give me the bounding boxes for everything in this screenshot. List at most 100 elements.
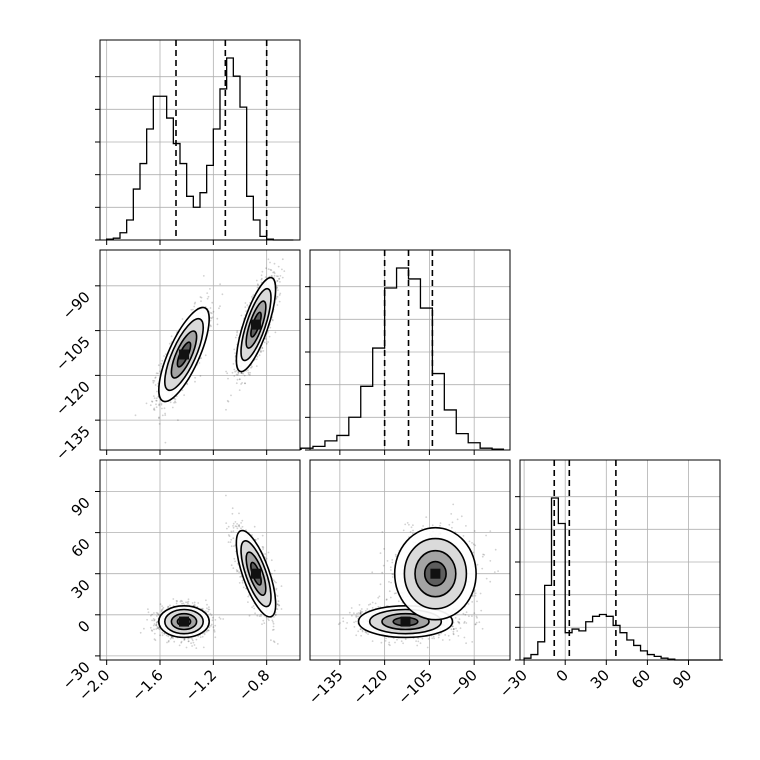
scatter-point [237, 371, 240, 374]
scatter-point [240, 372, 243, 375]
scatter-point [211, 616, 214, 619]
scatter-point [233, 368, 236, 371]
scatter-point [236, 334, 238, 336]
scatter-point [254, 612, 256, 615]
scatter-point [211, 316, 214, 319]
scatter-point [152, 381, 155, 384]
scatter-point [194, 380, 196, 383]
scatter-point [154, 384, 157, 386]
scatter-point [278, 294, 281, 296]
scatter-point [170, 636, 173, 639]
scatter-point [203, 631, 206, 634]
scatter-point [158, 614, 160, 616]
scatter-point [185, 601, 187, 604]
scatter-point [276, 280, 279, 282]
scatter-point [155, 624, 158, 627]
scatter-point [186, 601, 189, 604]
scatter-point [216, 317, 219, 320]
scatter-point [214, 624, 217, 627]
scatter-point [289, 231, 291, 233]
scatter-point [255, 365, 258, 367]
scatter-point [272, 622, 275, 625]
scatter-point [234, 560, 237, 563]
scatter-point [203, 633, 206, 636]
scatter-point [153, 638, 156, 640]
scatter-point [164, 441, 167, 444]
scatter-point [261, 546, 264, 548]
scatter-point [160, 609, 163, 612]
scatter-point [240, 383, 243, 385]
scatter-point [212, 310, 215, 313]
scatter-point [156, 627, 159, 630]
scatter-point [259, 350, 262, 352]
scatter-point [261, 534, 264, 537]
scatter-point [283, 270, 286, 272]
scatter-point [272, 271, 274, 274]
scatter-point [191, 602, 194, 604]
scatter-point [263, 341, 266, 344]
scatter-point [281, 276, 284, 279]
scatter-point [238, 378, 241, 381]
scatter-point [258, 354, 261, 357]
scatter-point [161, 407, 163, 410]
scatter-point [219, 618, 222, 620]
scatter-point [269, 268, 272, 271]
scatter-point [200, 300, 202, 303]
scatter-point [199, 375, 202, 377]
scatter-point [264, 276, 267, 278]
scatter-point [134, 414, 137, 417]
scatter-point [270, 559, 273, 562]
scatter-point [274, 613, 277, 616]
scatter-point [208, 626, 211, 629]
scatter-point [233, 375, 236, 377]
scatter-point [180, 599, 183, 602]
scatter-point [157, 613, 160, 616]
scatter-point [174, 400, 176, 403]
scatter-point [169, 604, 171, 607]
scatter-point [153, 632, 156, 635]
scatter-point [256, 355, 259, 358]
scatter-point [187, 602, 189, 605]
scatter-point [235, 569, 238, 571]
scatter-point [262, 548, 264, 550]
scatter-point [167, 606, 170, 608]
scatter-point [281, 268, 283, 271]
scatter-point [204, 354, 207, 357]
scatter-point [160, 403, 163, 406]
scatter-point [273, 272, 276, 275]
histogram-step-0 [106, 57, 294, 241]
scatter-point [156, 615, 158, 617]
scatter-point [206, 292, 209, 294]
scatter-point [226, 527, 228, 530]
scatter-point [214, 619, 217, 621]
scatter-point [162, 606, 165, 609]
scatter-point [164, 412, 167, 415]
scatter-point [158, 626, 160, 629]
scatter-point [270, 274, 273, 277]
scatter-point [218, 616, 221, 619]
scatter-point [262, 350, 265, 352]
scatter-point [153, 623, 156, 625]
scatter-point [276, 287, 279, 289]
scatter-point [257, 284, 259, 287]
scatter-point [139, 631, 142, 634]
scatter-point [250, 366, 252, 369]
scatter-point [273, 616, 275, 618]
scatter-point [183, 638, 186, 640]
scatter-point [251, 365, 253, 368]
scatter-point [202, 275, 205, 277]
scatter-point [273, 580, 276, 583]
scatter-point [167, 639, 170, 642]
scatter-point [225, 370, 228, 373]
scatter-point [155, 397, 158, 400]
scatter-point [151, 400, 154, 403]
scatter-point [195, 638, 198, 641]
scatter-point [146, 618, 149, 621]
scatter-point [276, 280, 279, 282]
scatter-point [181, 318, 184, 320]
scatter-point [274, 331, 277, 334]
scatter-point [190, 308, 193, 311]
scatter-point [265, 342, 268, 345]
scatter-point [271, 629, 274, 631]
scatter-point [241, 581, 244, 584]
